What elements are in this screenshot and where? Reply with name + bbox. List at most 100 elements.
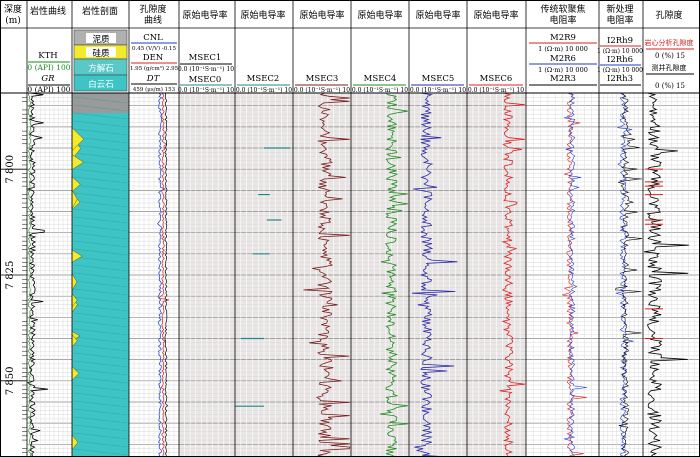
header-depth: 深度 xyxy=(4,3,22,15)
profile-hatch xyxy=(73,144,128,152)
profile-hatch xyxy=(73,296,128,304)
header-porosity-curve-2: 曲线 xyxy=(144,14,162,26)
legend-msec6: MSEC6 xyxy=(480,74,513,84)
legend-kth-name: KTH xyxy=(38,51,57,61)
legend-den-name: DEN xyxy=(143,53,164,63)
legend-msec3: MSEC3 xyxy=(306,74,339,84)
header-raw-cond-4: 原始电导率 xyxy=(357,9,402,21)
den-curve xyxy=(158,92,169,457)
header-raw-cond-3: 原始电导率 xyxy=(299,9,344,21)
legend-dt-scale: 459 (μs/m) 153 xyxy=(133,86,176,93)
profile-hatch xyxy=(73,416,128,424)
legend-i2rh6: I2Rh6 xyxy=(607,55,633,65)
profile-hatch xyxy=(73,256,128,264)
profile-hatch xyxy=(73,288,128,296)
header-new-resist-2: 电阻率 xyxy=(606,14,633,26)
profile-hatch xyxy=(73,352,128,360)
legend-new-resist: I2Rh9 1 (Ω·m) 10 000 I2Rh6 1 (Ω·m) 10 00… xyxy=(597,36,643,86)
profile-hatch xyxy=(73,128,128,136)
dt-curve xyxy=(164,92,169,457)
legend-msec2-scale: 0.0 (10⁻¹S·m⁻¹) 10 xyxy=(236,87,292,94)
legend-cnl-scale: 0.45 (V/V) -0.15 xyxy=(132,45,176,52)
profile-hatch xyxy=(73,392,128,400)
header-raw-cond-2: 原始电导率 xyxy=(240,9,285,21)
legend-dt-name: DT xyxy=(146,74,161,84)
profile-hatch xyxy=(73,136,128,144)
legend-trad-resist: M2R9 1 (Ω·m) 10 000 M2R6 1 (Ω·m) 10 000 … xyxy=(529,33,597,86)
legend-m2r6: M2R6 xyxy=(550,54,576,64)
legend-msec4: MSEC4 xyxy=(364,74,397,84)
profile-hatch xyxy=(73,320,128,328)
m2r9-curve xyxy=(562,92,587,457)
lithology-profile xyxy=(71,93,129,457)
profile-hatch xyxy=(73,152,128,160)
msec3-curve xyxy=(303,92,351,457)
legend-kth-scale: 0 (API) 100 xyxy=(27,63,70,72)
legend-dolomite: 白云石 xyxy=(88,79,114,90)
msec5-curve xyxy=(411,92,458,457)
profile-hatch xyxy=(73,248,128,256)
legend-cnl-name: CNL xyxy=(143,33,163,43)
header-litho-curve: 岩性曲线 xyxy=(30,5,66,17)
legend-i2rh3: I2Rh3 xyxy=(607,74,633,84)
legend-msec4-scale: 0.0 (10⁻¹S·m⁻¹) 10 xyxy=(352,87,408,94)
legend-m2r3: M2R3 xyxy=(550,74,576,84)
profile-hatch xyxy=(73,112,128,120)
header-raw-cond-6: 原始电导率 xyxy=(473,9,518,21)
legend-core-poro-scale: 0 (%) 15 xyxy=(655,52,685,60)
profile-hatch xyxy=(73,232,128,240)
i2rh3-curve xyxy=(615,92,643,457)
legend-m2r6-scale: 1 (Ω·m) 10 000 xyxy=(538,66,588,74)
profile-hatch xyxy=(73,448,128,456)
legend-core-poro: 岩心分析孔隙度 xyxy=(645,38,694,47)
legend-i2rh9-scale: 1 (Ω·m) 10 000 xyxy=(597,48,643,55)
header: 深度 (m) 岩性曲线 岩性剖面 孔隙度 曲线 原始电导率 原始电导率 原始电导… xyxy=(4,3,683,26)
legend-i2rh6-scale: 1 (Ω·m) 10 000 xyxy=(597,67,643,74)
legend-den-scale: 1.95 (g/cm³) 2.95 xyxy=(130,65,179,72)
profile-hatch xyxy=(73,440,128,448)
depth-tick-label-7800: 7 800 xyxy=(5,155,16,184)
log-curves xyxy=(26,92,689,457)
profile-hatch xyxy=(73,224,128,232)
profile-dolomite xyxy=(72,93,129,457)
profile-hatch xyxy=(73,264,128,272)
legend-gr-scale: 0 (API) 100 xyxy=(27,85,70,94)
profile-hatch xyxy=(73,424,128,432)
legend-msec6-scale: 0.0 (10⁻¹S·m⁻¹) 10 xyxy=(468,87,524,94)
legend-i2rh9: I2Rh9 xyxy=(607,36,633,46)
gr-curve xyxy=(26,92,49,457)
header-profile: 岩性剖面 xyxy=(82,5,118,17)
profile-hatch xyxy=(73,384,128,392)
header-raw-cond-1: 原始电导率 xyxy=(182,9,227,21)
legend-msec5: MSEC5 xyxy=(422,74,455,84)
legend-msec0-scale: 0.0 (10⁻¹S·m⁻¹) 10 xyxy=(178,87,234,94)
legend-silica: 硅质 xyxy=(92,48,110,59)
legend-msec0: MSEC0 xyxy=(189,75,222,85)
header-raw-cond-5: 原始电导率 xyxy=(415,9,460,21)
legend-log-poro-scale: 0 (%) 15 xyxy=(655,82,685,90)
header-new-resist: 新处理 xyxy=(606,3,633,15)
legend-msec2: MSEC2 xyxy=(247,74,280,84)
header-porosity-curve: 孔隙度 xyxy=(139,3,166,15)
profile-hatch xyxy=(73,200,128,208)
legend-porosity-curve: CNL 0.45 (V/V) -0.15 DEN 1.95 (g/cm³) 2.… xyxy=(130,33,179,93)
legend-log-poro: 测井孔隙度 xyxy=(652,63,687,72)
legend-msec1: MSEC1 xyxy=(189,53,222,63)
legend-m2r9-scale: 1 (Ω·m) 10 000 xyxy=(538,45,588,53)
legend-m2r9: M2R9 xyxy=(550,33,576,43)
profile-hatch xyxy=(73,368,128,376)
profile-hatch xyxy=(73,104,128,112)
legend-litho-curve: KTH 0 (API) 100 GR 0 (API) 100 xyxy=(27,51,70,94)
legend-conductivity: MSEC1 0.0 (10⁻¹S·m⁻¹) 10 MSEC0 0.0 (10⁻¹… xyxy=(178,53,524,94)
profile-mud-top xyxy=(72,93,129,113)
profile-hatch xyxy=(73,408,128,416)
kth-curve xyxy=(27,92,32,457)
legend-mud: 泥质 xyxy=(92,34,110,45)
legend-profile: 泥质 硅质 方解石 白云石 xyxy=(73,29,128,92)
i2rh6-curve xyxy=(615,92,634,457)
profile-hatch xyxy=(73,168,128,176)
legend-msec1-scale: 0.0 (10⁻¹S·m⁻¹) 10 xyxy=(178,66,234,73)
profile-hatch xyxy=(73,400,128,408)
